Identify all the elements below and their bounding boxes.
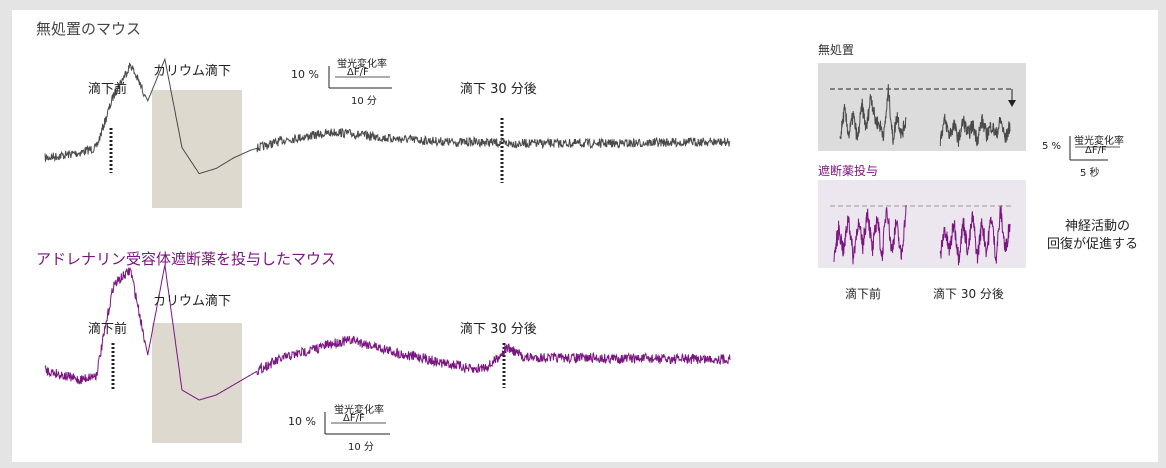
scale-label-upper: 蛍光変化率 [337,59,387,70]
inset-arrow-head [1008,100,1016,107]
trace-treated [44,264,731,401]
label-after-treated: 滴下 30 分後 [460,322,537,337]
label-after-untreated: 滴下 30 分後 [460,82,537,97]
scale-pct-lower: 10 % [288,415,316,428]
inset-label-before: 滴下前 [845,287,882,301]
scale-label-inset: 蛍光変化率 [1074,136,1124,147]
figure-panel: 無処置のマウス アドレナリン受容体遮断薬を投与したマウス 滴下前 カリウム滴下 … [12,10,1158,462]
inset-label-after: 滴下 30 分後 [933,287,1004,301]
conclusion-line1: 神経活動の [1065,219,1131,234]
traces-group [44,57,1011,401]
label-before-untreated: 滴下前 [88,82,128,97]
trace-untreated [44,57,731,175]
inset-label-treated: 遮断薬投与 [818,164,879,178]
potassium-box-untreated [152,90,242,208]
label-potassium-treated: カリウム滴下 [153,294,232,309]
inset-trace-treated-after [939,205,1011,266]
treated-title: アドレナリン受容体遮断薬を投与したマウス [36,250,337,268]
scale-time-upper: 10 分 [351,96,377,107]
scale-time-lower: 10 分 [348,442,374,453]
figure-svg [44,57,1120,443]
inset-trace-untreated-before [839,84,907,145]
scale-pct-inset: 5 % [1042,141,1062,152]
inset-bg-untreated [818,63,1026,151]
scale-label-lower: 蛍光変化率 [334,405,384,416]
conclusion-line2: 回復が促進する [1047,237,1139,252]
untreated-title: 無処置のマウス [36,20,142,38]
scale-unit-upper: ΔF/F [347,67,369,78]
label-before-treated: 滴下前 [88,322,128,337]
label-potassium-untreated: カリウム滴下 [153,64,232,79]
scale-unit-lower: ΔF/F [343,413,365,424]
scale-pct-upper: 10 % [291,68,319,81]
potassium-box-treated [152,323,242,443]
scale-unit-inset: ΔF/F [1085,145,1107,156]
inset-label-untreated: 無処置 [818,43,855,57]
inset-trace-treated-before [833,205,907,265]
scale-time-inset: 5 秒 [1080,168,1100,179]
inset-trace-untreated-after [939,113,1011,147]
